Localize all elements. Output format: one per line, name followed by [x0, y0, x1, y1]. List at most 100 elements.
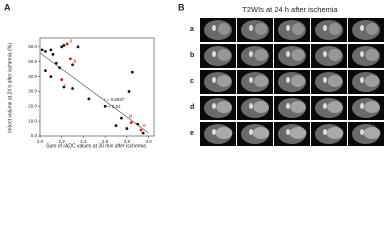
- lesion: [363, 127, 381, 139]
- point-label: c: [64, 83, 67, 89]
- panel-label: A: [4, 2, 11, 12]
- data-point: [49, 75, 53, 79]
- panel-label: B: [178, 2, 185, 12]
- x-tick-label: 2.0: [37, 139, 44, 144]
- lesion: [253, 101, 269, 113]
- point-label: e: [143, 123, 146, 129]
- x-tick-label: 3.0: [145, 139, 152, 144]
- lesion: [215, 127, 233, 139]
- ventricle: [249, 25, 253, 31]
- ventricle: [286, 103, 290, 109]
- ventricle: [360, 77, 364, 83]
- lesion: [329, 23, 341, 35]
- data-point: [49, 48, 53, 52]
- data-point: [54, 61, 58, 65]
- ventricle: [360, 129, 364, 135]
- stat-text: P < 0.01: [104, 104, 121, 109]
- data-point: [130, 70, 134, 74]
- ventricle: [249, 103, 253, 109]
- stat-text: r = 0.6937: [104, 97, 125, 102]
- ventricle: [286, 51, 290, 57]
- data-point: [125, 127, 129, 130]
- ventricle: [249, 51, 253, 57]
- lesion: [216, 75, 232, 87]
- panel-title: T2WIs at 24 h after ischemia: [242, 5, 338, 14]
- row-label: a: [190, 26, 194, 33]
- data-point: [87, 97, 91, 101]
- row-label: b: [190, 52, 194, 59]
- data-point: [141, 131, 145, 135]
- ventricle: [323, 103, 327, 109]
- data-point: [62, 44, 66, 47]
- ventricle: [249, 129, 253, 135]
- data-point: [58, 66, 61, 70]
- x-axis-label: Sum of rADC values at 30 min after ische…: [46, 143, 146, 149]
- data-point: [103, 104, 107, 108]
- y-tick-label: 40.0: [28, 74, 37, 79]
- ventricle: [360, 25, 364, 31]
- image-grid: [200, 18, 384, 146]
- lesion: [366, 23, 378, 35]
- ventricle: [323, 51, 327, 57]
- data-point: [40, 48, 44, 52]
- row-label: d: [190, 104, 194, 111]
- ventricle: [212, 77, 216, 83]
- point-label: b: [74, 59, 77, 65]
- lesion: [328, 49, 342, 61]
- ventricle: [360, 103, 364, 109]
- lesion: [327, 101, 343, 113]
- ventricle: [212, 103, 216, 109]
- ventricle: [286, 129, 290, 135]
- lesion: [364, 75, 380, 87]
- plot-frame: [39, 37, 155, 137]
- data-point: [114, 124, 118, 128]
- x-tick-label: 2.4: [80, 139, 87, 144]
- y-tick-label: 10.0: [28, 118, 37, 123]
- ventricle: [212, 25, 216, 31]
- data-point: [71, 87, 74, 90]
- data-point: [62, 85, 66, 89]
- ventricle: [323, 77, 327, 83]
- y-tick-label: 30.0: [28, 89, 37, 94]
- lesion: [254, 49, 268, 61]
- y-tick-label: 60.0: [28, 44, 37, 49]
- ventricle: [286, 25, 290, 31]
- lesion: [326, 127, 344, 139]
- lesion: [290, 101, 306, 113]
- data-point: [60, 78, 64, 81]
- x-tick-label: 2.6: [102, 139, 109, 144]
- lesion: [364, 101, 380, 113]
- lesion: [290, 75, 306, 87]
- ventricle: [212, 129, 216, 135]
- point-label: a: [69, 38, 72, 44]
- lesion: [218, 23, 230, 35]
- lesion: [289, 127, 307, 139]
- lesion: [217, 49, 231, 61]
- data-point: [65, 42, 69, 46]
- lesion: [365, 49, 379, 61]
- y-axis-label: Infarct volume at 24 h after ischemia (%…: [7, 43, 13, 133]
- lesion: [216, 101, 232, 113]
- lesion: [291, 49, 305, 61]
- data-point: [127, 90, 131, 93]
- ventricle: [323, 129, 327, 135]
- ventricle: [212, 51, 216, 57]
- ventricle: [286, 77, 290, 83]
- data-point: [129, 121, 133, 125]
- data-point: [139, 128, 143, 132]
- data-point: [51, 52, 55, 56]
- lesion: [292, 23, 304, 35]
- ventricle: [360, 51, 364, 57]
- ventricle: [249, 77, 253, 83]
- lesion: [255, 23, 267, 35]
- y-tick-label: 20.0: [28, 103, 37, 108]
- data-point: [71, 63, 74, 67]
- lesion: [253, 75, 269, 87]
- x-tick-label: 2.8: [124, 139, 131, 144]
- row-label: c: [190, 78, 194, 85]
- data-point: [120, 116, 123, 120]
- data-point: [44, 49, 47, 53]
- row-label: e: [190, 130, 194, 137]
- data-point: [44, 69, 47, 73]
- x-tick-label: 2.2: [59, 139, 66, 144]
